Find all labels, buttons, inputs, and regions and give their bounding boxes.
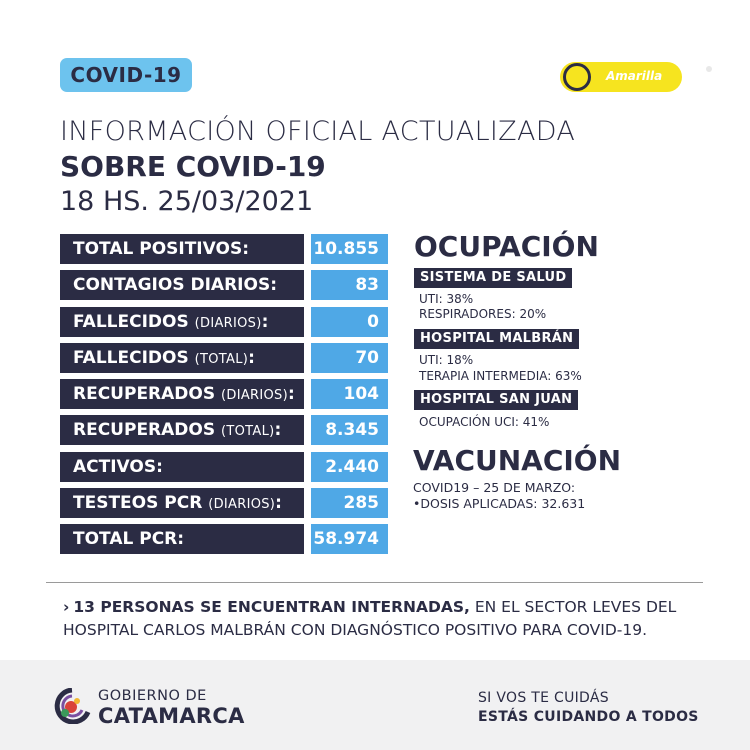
alert-level-badge: Amarilla [560, 62, 682, 92]
ocupacion-title: OCUPACIÓN [414, 230, 599, 263]
stat-row: CONTAGIOS DIARIOS: 83 [60, 270, 390, 301]
vacunacion-date: COVID19 – 25 DE MARZO: [413, 480, 576, 495]
stat-row: TOTAL PCR: 58.974 [60, 524, 390, 555]
stat-row: ACTIVOS: 2.440 [60, 451, 390, 482]
stats-table: TOTAL POSITIVOS: 10.855 CONTAGIOS DIARIO… [60, 234, 390, 561]
chevron-right-icon: › [63, 598, 70, 616]
title-line-2: SOBRE COVID-19 [60, 150, 326, 183]
alert-level-label: Amarilla [606, 69, 663, 83]
hospital-sanjuan-header: HOSPITAL SAN JUAN [414, 390, 579, 410]
covid-tag: COVID-19 [60, 58, 192, 92]
stat-value: 285 [311, 488, 388, 519]
stat-row: RECUPERADOS (TOTAL): 8.345 [60, 415, 390, 446]
stat-value: 2.440 [311, 451, 388, 482]
stat-row: FALLECIDOS (DIARIOS): 0 [60, 306, 390, 337]
stat-value: 10.855 [311, 234, 388, 264]
hospital-malbran-header: HOSPITAL MALBRÁN [414, 329, 580, 349]
sistema-respiradores: RESPIRADORES: 20% [419, 307, 547, 321]
stat-label: FALLECIDOS (TOTAL): [60, 342, 304, 373]
stat-label: ACTIVOS: [60, 451, 304, 482]
malbran-terapia: TERAPIA INTERMEDIA: 63% [419, 369, 582, 383]
stat-label: TESTEOS PCR (DIARIOS): [60, 488, 304, 519]
stat-value: 0 [311, 306, 388, 337]
footer-slogan-1: SI VOS TE CUIDÁS [478, 690, 609, 706]
stat-row: FALLECIDOS (TOTAL): 70 [60, 342, 390, 373]
footer-slogan-2: ESTÁS CUIDANDO A TODOS [478, 709, 699, 725]
stat-row: RECUPERADOS (DIARIOS): 104 [60, 379, 390, 410]
decorative-dot [706, 66, 712, 72]
stat-value: 83 [311, 270, 388, 301]
stat-value: 58.974 [311, 524, 388, 555]
alert-indicator-icon [563, 63, 591, 91]
stat-label: TOTAL POSITIVOS: [60, 234, 304, 264]
stat-label: CONTAGIOS DIARIOS: [60, 270, 304, 301]
sanjuan-uci: OCUPACIÓN UCI: 41% [419, 415, 550, 429]
stat-row: TOTAL POSITIVOS: 10.855 [60, 234, 390, 264]
divider [46, 582, 703, 583]
malbran-uti: UTI: 18% [419, 353, 474, 367]
internados-note: › 13 PERSONAS SE ENCUENTRAN INTERNADAS, E… [63, 598, 677, 639]
stat-label: TOTAL PCR: [60, 524, 304, 555]
catamarca-logo-icon [54, 688, 91, 724]
stat-value: 8.345 [311, 415, 388, 446]
stat-label: RECUPERADOS (TOTAL): [60, 415, 304, 446]
footer-gobierno: GOBIERNO DE [98, 688, 207, 704]
stat-label: FALLECIDOS (DIARIOS): [60, 306, 304, 337]
sistema-uti: UTI: 38% [419, 292, 474, 306]
stat-row: TESTEOS PCR (DIARIOS): 285 [60, 488, 390, 519]
vacunacion-dosis: •DOSIS APLICADAS: 32.631 [413, 496, 586, 511]
sistema-salud-header: SISTEMA DE SALUD [414, 268, 573, 288]
footer-catamarca: CATAMARCA [98, 704, 245, 728]
title-line-1: INFORMACIÓN OFICIAL ACTUALIZADA [60, 116, 576, 147]
stat-value: 104 [311, 379, 388, 410]
vacunacion-title: VACUNACIÓN [413, 444, 622, 477]
report-date: 18 HS. 25/03/2021 [60, 186, 314, 217]
stat-value: 70 [311, 342, 388, 373]
footer [0, 660, 750, 750]
stat-label: RECUPERADOS (DIARIOS): [60, 379, 304, 410]
